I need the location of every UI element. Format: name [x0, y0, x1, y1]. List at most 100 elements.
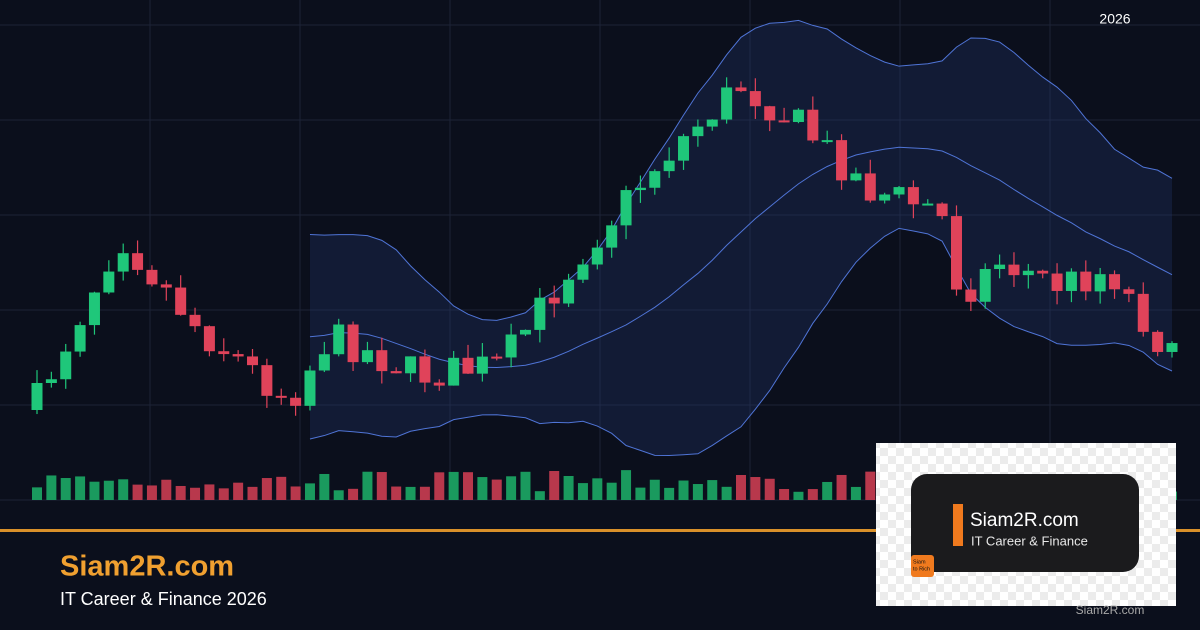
volume-bar: [46, 475, 57, 500]
logo-panel: [911, 474, 1139, 572]
candle-body: [1065, 271, 1077, 291]
candle-body: [491, 356, 503, 359]
candle-body: [132, 253, 144, 270]
volume-bar: [319, 473, 330, 500]
candle-body: [189, 314, 201, 327]
volume-bar: [376, 472, 387, 500]
grid: [0, 0, 1200, 501]
candle-body: [879, 194, 891, 201]
candle-body: [175, 287, 187, 315]
volume-bar: [247, 486, 258, 500]
volume-bar: [506, 476, 517, 500]
volume-bar: [290, 486, 301, 500]
candle-body: [361, 350, 373, 363]
candle-body: [160, 284, 172, 288]
candle-body: [792, 109, 804, 123]
candle-body: [60, 351, 72, 380]
volume-bar: [822, 481, 833, 500]
candle-body: [821, 140, 833, 143]
candle-body: [347, 324, 359, 363]
volume-bar: [146, 485, 157, 500]
volume-bar: [261, 478, 272, 500]
volume-bar: [577, 483, 588, 500]
candle-body: [376, 350, 388, 372]
volume-bar: [491, 479, 502, 500]
candle-body: [893, 187, 905, 195]
volume-bar: [735, 474, 746, 500]
candle-body: [620, 190, 632, 226]
candle-body: [519, 329, 531, 335]
volume-bar: [836, 474, 847, 500]
volume-bar: [190, 487, 201, 500]
volume-bar: [419, 486, 430, 500]
volume-bar: [175, 485, 186, 500]
candle-body: [950, 216, 962, 290]
candle-body: [247, 356, 259, 366]
candle-body: [304, 370, 316, 406]
volume-bar: [161, 479, 172, 500]
volume-bar: [621, 470, 632, 500]
candle-body: [203, 326, 215, 352]
candle-body: [1123, 289, 1135, 294]
candle-body: [1080, 271, 1092, 292]
band-line: [309, 227, 1173, 456]
candlesticks: [31, 77, 1178, 416]
volume-bar: [218, 488, 229, 500]
candle-body: [965, 289, 977, 302]
volume-bar: [89, 481, 100, 500]
candle-body: [936, 203, 948, 217]
candle-body: [922, 203, 934, 206]
volume-bar: [534, 491, 545, 500]
candle-body: [735, 87, 747, 92]
candle-body: [721, 87, 733, 120]
divider: [0, 529, 1200, 532]
logo-icon: [911, 555, 934, 577]
candle-body: [979, 269, 991, 302]
candle-body: [476, 356, 488, 374]
volume-bar: [635, 487, 646, 500]
candle-body: [692, 126, 704, 137]
volume-bar: [348, 488, 359, 500]
candle-body: [706, 119, 718, 127]
candle-body: [1109, 274, 1121, 290]
volume-bar: [333, 490, 344, 500]
candle-body: [1008, 264, 1020, 276]
volume-bar: [563, 475, 574, 500]
candle-body: [318, 354, 330, 371]
volume-bar: [132, 484, 143, 500]
candle-body: [563, 279, 575, 304]
volume-bar: [463, 472, 474, 500]
volume-bar: [865, 471, 876, 500]
volume-bar: [233, 482, 244, 500]
volume-bar: [434, 472, 445, 500]
volume-bar: [707, 480, 718, 500]
candle-body: [548, 297, 560, 304]
candle-body: [275, 395, 287, 398]
candle-body: [103, 271, 115, 293]
candle-body: [850, 173, 862, 181]
volume-bar: [75, 476, 86, 500]
volume-bar: [32, 487, 42, 500]
volume-bar: [779, 489, 790, 500]
candle-body: [1051, 273, 1063, 291]
volume-bar: [405, 486, 416, 500]
candle-body: [864, 173, 876, 201]
logo-card: Siam2R.com IT Career & Finance Siam to R…: [876, 443, 1176, 606]
candle-body: [678, 136, 690, 161]
candle-body: [448, 357, 460, 386]
volume-bar: [692, 484, 703, 500]
candle-body: [807, 109, 819, 141]
candle-body: [390, 371, 402, 374]
volume-bar: [103, 480, 114, 500]
logo-subtitle: IT Career & Finance: [971, 533, 1088, 548]
candle-body: [405, 356, 417, 374]
volume-bar: [592, 478, 603, 500]
watermark: Siam2R.com: [1076, 603, 1145, 617]
volume-bar: [750, 477, 761, 500]
volume-bar: [520, 471, 531, 500]
logo-accent: [953, 504, 963, 546]
candle-body: [836, 140, 848, 181]
volume-bar: [276, 476, 287, 500]
volume-bar: [764, 478, 775, 500]
